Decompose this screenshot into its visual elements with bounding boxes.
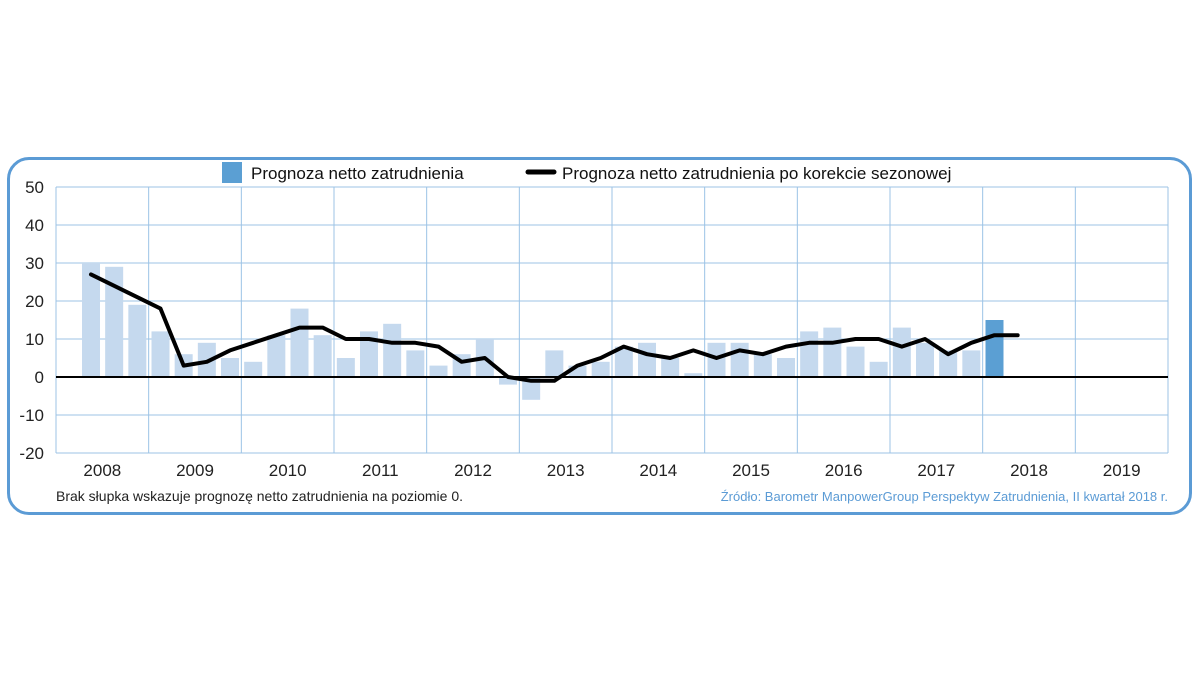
bar — [916, 342, 934, 377]
legend-line-label: Prognoza netto zatrudnienia po korekcie … — [562, 164, 951, 183]
bar — [892, 327, 911, 377]
bar — [383, 323, 402, 377]
bar — [244, 361, 263, 377]
bar — [128, 304, 147, 377]
bar — [406, 350, 425, 377]
bar — [939, 350, 958, 377]
x-tick-label: 2008 — [83, 461, 121, 480]
bar — [221, 358, 239, 377]
x-tick-label: 2018 — [1010, 461, 1048, 480]
y-tick-label: -10 — [19, 406, 44, 425]
x-tick-label: 2012 — [454, 461, 492, 480]
x-tick-label: 2011 — [362, 461, 399, 480]
bar — [105, 266, 124, 377]
bar — [151, 331, 170, 377]
legend: Prognoza netto zatrudnienia Prognoza net… — [222, 162, 951, 183]
x-axis-ticks: 2008 2009 2010 2011 2012 2013 2014 2015 2016 2017… — [83, 461, 1140, 480]
bar — [846, 346, 865, 377]
bar-current — [985, 320, 1004, 377]
bar — [591, 361, 610, 377]
y-tick-label: 20 — [25, 292, 44, 311]
bar — [869, 361, 888, 377]
bar — [360, 331, 378, 377]
y-tick-label: -20 — [19, 444, 44, 463]
bar — [753, 354, 772, 377]
x-tick-label: 2017 — [917, 461, 955, 480]
y-tick-label: 30 — [25, 254, 44, 273]
grid — [55, 186, 1169, 454]
bars — [82, 263, 1004, 400]
bar — [684, 373, 703, 377]
bar — [82, 263, 100, 377]
chart-frame — [7, 157, 1192, 515]
y-tick-label: 40 — [25, 216, 44, 235]
bar — [638, 342, 656, 377]
bar — [730, 342, 749, 377]
bar — [661, 358, 680, 377]
bar — [545, 350, 564, 377]
bar — [336, 358, 355, 377]
x-tick-label: 2015 — [732, 461, 770, 480]
x-tick-label: 2013 — [547, 461, 585, 480]
source-note: Źródło: Barometr ManpowerGroup Perspekty… — [721, 489, 1168, 504]
y-tick-label: 50 — [25, 178, 44, 197]
y-tick-label: 10 — [25, 330, 44, 349]
x-tick-label: 2009 — [176, 461, 214, 480]
bar — [499, 377, 517, 385]
x-tick-label: 2010 — [269, 461, 307, 480]
legend-bar-label: Prognoza netto zatrudnienia — [251, 164, 464, 183]
footnote: Brak słupka wskazuje prognozę netto zatr… — [56, 488, 463, 504]
x-tick-label: 2014 — [639, 461, 677, 480]
bar — [290, 308, 309, 377]
bar — [777, 358, 795, 377]
bar — [614, 346, 633, 377]
bar — [568, 365, 587, 377]
bar — [313, 335, 332, 377]
bar — [962, 350, 981, 377]
bar — [823, 327, 842, 377]
bar — [429, 365, 448, 377]
legend-bar-swatch — [222, 162, 242, 183]
bar — [267, 335, 286, 377]
x-tick-label: 2016 — [825, 461, 863, 480]
x-tick-label: 2019 — [1103, 461, 1141, 480]
y-axis-ticks: 50 40 30 20 10 0 -10 -20 — [19, 178, 44, 463]
bar — [800, 331, 819, 377]
y-tick-label: 0 — [35, 368, 44, 387]
seasonal-adjusted-line — [89, 272, 1020, 383]
